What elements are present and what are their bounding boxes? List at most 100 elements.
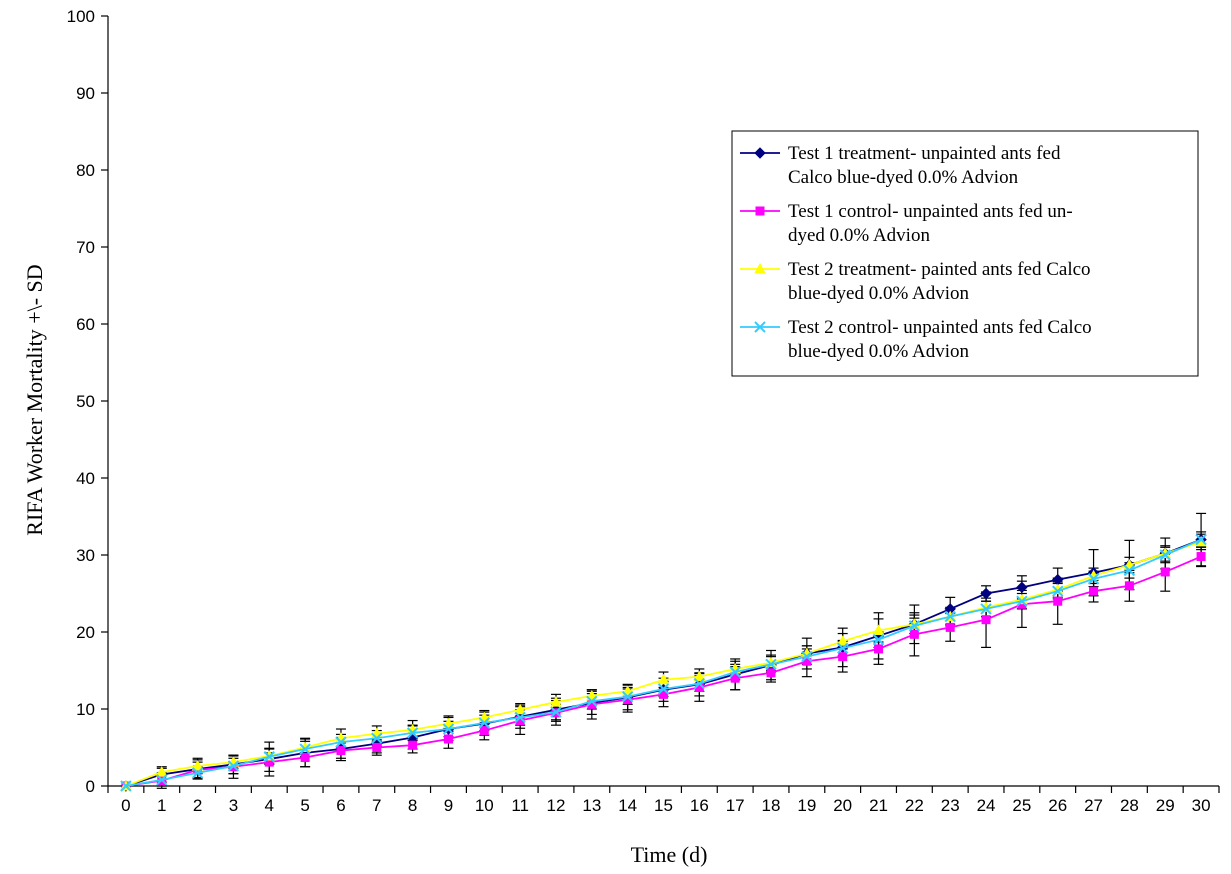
x-tick-label: 14 — [618, 796, 637, 815]
legend-marker — [754, 262, 766, 274]
x-tick-label: 18 — [762, 796, 781, 815]
y-tick-label: 80 — [76, 161, 95, 180]
x-tick-label: 10 — [475, 796, 494, 815]
data-point — [872, 624, 885, 635]
data-point — [371, 732, 383, 744]
legend-item: Test 1 treatment- unpainted ants fed Calc… — [740, 143, 1061, 188]
series-line — [125, 538, 1202, 787]
data-point — [1052, 585, 1064, 597]
data-point — [980, 587, 992, 600]
data-point — [944, 610, 956, 623]
legend-label: Calco blue-dyed 0.0% Advion — [788, 167, 1019, 188]
data-point — [766, 668, 776, 678]
legend-label: blue-dyed 0.0% Advion — [788, 341, 970, 362]
data-point — [155, 766, 168, 777]
data-point — [263, 751, 275, 763]
data-point — [945, 622, 955, 632]
legend-marker — [755, 206, 765, 216]
data-point — [836, 642, 849, 654]
x-tick-label: 4 — [265, 796, 274, 815]
y-tick-label: 40 — [76, 469, 95, 488]
legend-box — [731, 130, 1199, 377]
data-point — [478, 717, 491, 729]
data-point — [1124, 581, 1134, 591]
data-point — [693, 677, 706, 690]
data-point — [1159, 549, 1171, 561]
x-tick-label: 5 — [300, 796, 309, 815]
y-tick-label: 10 — [76, 700, 95, 719]
y-tick-label: 100 — [67, 7, 95, 26]
legend-label: blue-dyed 0.0% Advion — [788, 283, 970, 304]
data-point — [1123, 564, 1136, 577]
x-tick-label: 11 — [511, 796, 529, 815]
legend-item: Test 2 control- unpainted ants fed Calco… — [740, 317, 1092, 362]
data-point — [550, 706, 562, 718]
data-point — [550, 696, 562, 707]
x-tick-label: 0 — [121, 796, 130, 815]
data-point — [586, 695, 598, 708]
x-tick-label: 2 — [193, 796, 202, 815]
x-tick-label: 7 — [372, 796, 381, 815]
legend-marker — [754, 321, 766, 333]
x-tick-label: 27 — [1084, 796, 1103, 815]
data-point — [980, 603, 992, 615]
data-point — [981, 615, 991, 625]
x-tick-label: 20 — [833, 796, 852, 815]
y-tick-label: 70 — [76, 238, 95, 257]
data-point — [908, 620, 921, 632]
x-tick-label: 24 — [977, 796, 996, 815]
legend: Test 1 treatment- unpainted ants fed Calc… — [731, 130, 1199, 377]
y-tick-label: 20 — [76, 623, 95, 642]
x-tick-label: 29 — [1156, 796, 1175, 815]
y-axis-title: RIFA Worker Mortality +\- SD — [22, 264, 47, 535]
x-tick-label: 8 — [408, 796, 417, 815]
data-point — [406, 727, 419, 739]
data-point — [156, 774, 168, 786]
y-tick-label: 0 — [86, 777, 95, 796]
data-point — [335, 736, 347, 748]
data-point — [299, 743, 311, 755]
y-tick-label: 90 — [76, 84, 95, 103]
data-point — [1195, 533, 1207, 546]
x-tick-label: 12 — [547, 796, 566, 815]
x-tick-label: 30 — [1192, 796, 1211, 815]
y-tick-label: 50 — [76, 392, 95, 411]
data-point — [838, 652, 848, 662]
legend-label: Test 2 treatment- painted ants fed Calco — [788, 259, 1091, 280]
data-point — [514, 711, 526, 724]
data-point — [300, 753, 310, 763]
data-point — [729, 666, 741, 678]
x-tick-label: 9 — [444, 796, 453, 815]
data-point — [514, 703, 526, 715]
data-point — [479, 726, 489, 736]
data-point — [765, 658, 777, 671]
data-point — [1160, 567, 1170, 577]
data-point — [443, 734, 453, 744]
data-point — [874, 644, 884, 654]
data-point — [120, 780, 132, 792]
series-line — [125, 541, 1202, 787]
legend-marker — [754, 147, 766, 159]
data-point — [730, 673, 740, 683]
x-tick-label: 22 — [905, 796, 924, 815]
legend-label: Test 2 control- unpainted ants fed Calco — [788, 317, 1092, 338]
x-tick-label: 15 — [654, 796, 673, 815]
legend-item: Test 2 treatment- painted ants fed Calco… — [740, 259, 1091, 304]
data-point — [372, 743, 382, 752]
data-point — [408, 740, 418, 750]
data-point — [1016, 595, 1028, 607]
series-layer — [120, 512, 1207, 792]
x-tick-label: 17 — [726, 796, 745, 815]
data-point — [1087, 573, 1100, 585]
data-point — [657, 673, 670, 685]
data-point — [872, 633, 885, 646]
x-tick-label: 23 — [941, 796, 960, 815]
data-point — [191, 759, 204, 771]
legend-label: Test 1 control- unpainted ants fed un- — [788, 201, 1073, 222]
data-point — [657, 683, 670, 695]
data-point — [1089, 586, 1099, 596]
x-tick-label: 28 — [1120, 796, 1139, 815]
data-point — [836, 635, 849, 646]
x-tick-label: 21 — [869, 796, 888, 815]
